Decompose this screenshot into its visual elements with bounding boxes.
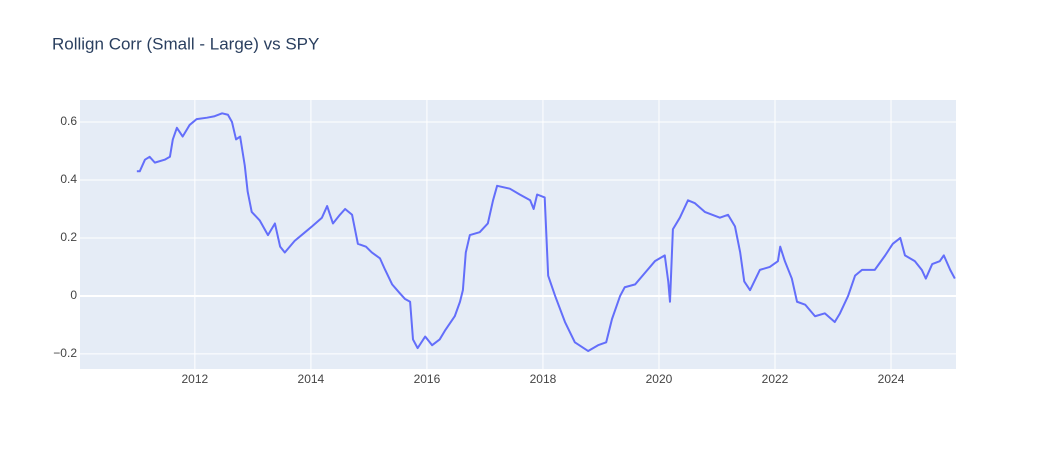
x-tick-label: 2016 (414, 372, 441, 386)
y-tick-label: 0.6 (60, 114, 77, 128)
line-series (136, 112, 956, 353)
x-tick-label: 2018 (530, 372, 557, 386)
y-tick-label: 0.4 (60, 172, 77, 186)
x-tick-label: 2014 (298, 372, 325, 386)
plot-area (80, 100, 956, 369)
y-tick-label: 0.2 (60, 230, 77, 244)
x-tick-label: 2022 (762, 372, 789, 386)
y-tick-label: 0 (70, 288, 77, 302)
x-tick-label: 2024 (878, 372, 905, 386)
x-tick-label: 2020 (646, 372, 673, 386)
y-tick-label: −0.2 (53, 346, 77, 360)
x-tick-label: 2012 (182, 372, 209, 386)
chart-title: Rollign Corr (Small - Large) vs SPY (52, 34, 319, 53)
